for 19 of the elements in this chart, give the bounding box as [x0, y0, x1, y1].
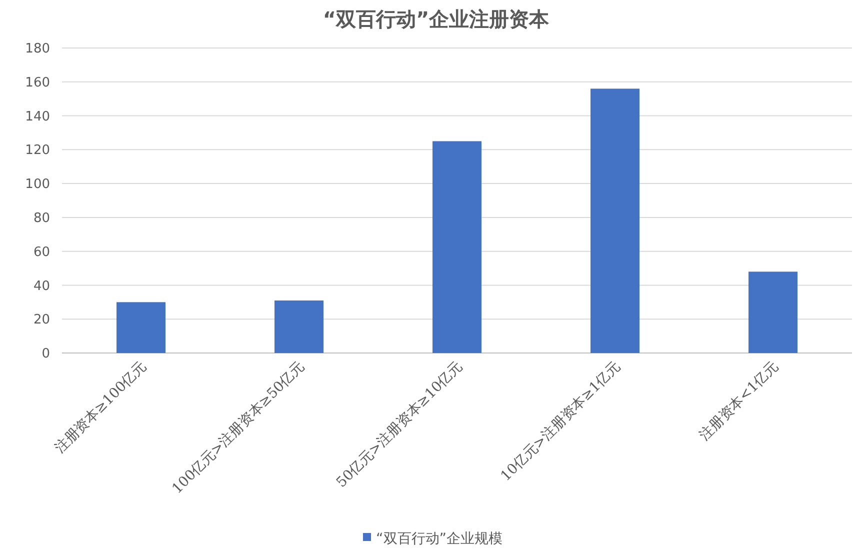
y-tick-label: 20: [33, 312, 50, 328]
bar: [590, 88, 640, 353]
bar: [432, 141, 482, 353]
chart-title: “双百行动”企业注册资本: [322, 7, 550, 31]
bar: [274, 300, 324, 353]
y-tick-label: 40: [33, 278, 50, 294]
bar: [116, 302, 166, 353]
legend-label: “双百行动”企业规模: [376, 530, 503, 547]
x-tick-label: 注册资本<1亿元: [696, 358, 782, 444]
y-tick-label: 120: [25, 143, 50, 158]
y-tick-label: 60: [33, 244, 50, 260]
y-tick-label: 0: [42, 346, 50, 362]
bar: [748, 272, 798, 353]
y-tick-label: 160: [25, 75, 50, 90]
y-tick-label: 140: [25, 109, 50, 124]
y-tick-label: 180: [25, 42, 50, 57]
x-tick-label: 10亿元>注册资本≥1亿元: [498, 358, 624, 485]
y-tick-label: 80: [33, 210, 50, 226]
y-tick-label: 100: [25, 177, 50, 192]
